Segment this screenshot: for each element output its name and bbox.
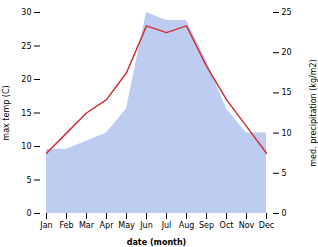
svg-text:Nov: Nov: [239, 221, 255, 230]
svg-text:10: 10: [21, 142, 31, 151]
svg-text:Jun: Jun: [139, 221, 153, 230]
svg-text:30: 30: [21, 8, 31, 17]
svg-text:5: 5: [26, 176, 31, 185]
svg-text:10: 10: [282, 129, 292, 138]
svg-text:max temp (C): max temp (C): [2, 85, 11, 140]
svg-text:20: 20: [21, 75, 31, 84]
svg-text:Mar: Mar: [79, 221, 95, 230]
svg-text:date (month): date (month): [127, 238, 187, 247]
svg-text:15: 15: [282, 88, 292, 97]
svg-text:May: May: [118, 221, 135, 230]
svg-text:Feb: Feb: [59, 221, 73, 230]
svg-text:25: 25: [282, 8, 292, 17]
svg-text:Aug: Aug: [179, 221, 195, 230]
svg-text:5: 5: [282, 169, 287, 178]
svg-text:0: 0: [26, 209, 31, 218]
svg-text:25: 25: [21, 42, 31, 51]
svg-text:15: 15: [21, 109, 31, 118]
svg-text:med. precipitation (kg/m2): med. precipitation (kg/m2): [309, 59, 318, 166]
svg-text:Apr: Apr: [100, 221, 115, 230]
svg-text:0: 0: [282, 209, 287, 218]
svg-text:Dec: Dec: [259, 221, 274, 230]
svg-text:20: 20: [282, 48, 292, 57]
svg-text:Jan: Jan: [39, 221, 52, 230]
svg-text:Jul: Jul: [161, 221, 172, 230]
svg-text:Oct: Oct: [220, 221, 234, 230]
svg-text:Sep: Sep: [199, 221, 214, 230]
